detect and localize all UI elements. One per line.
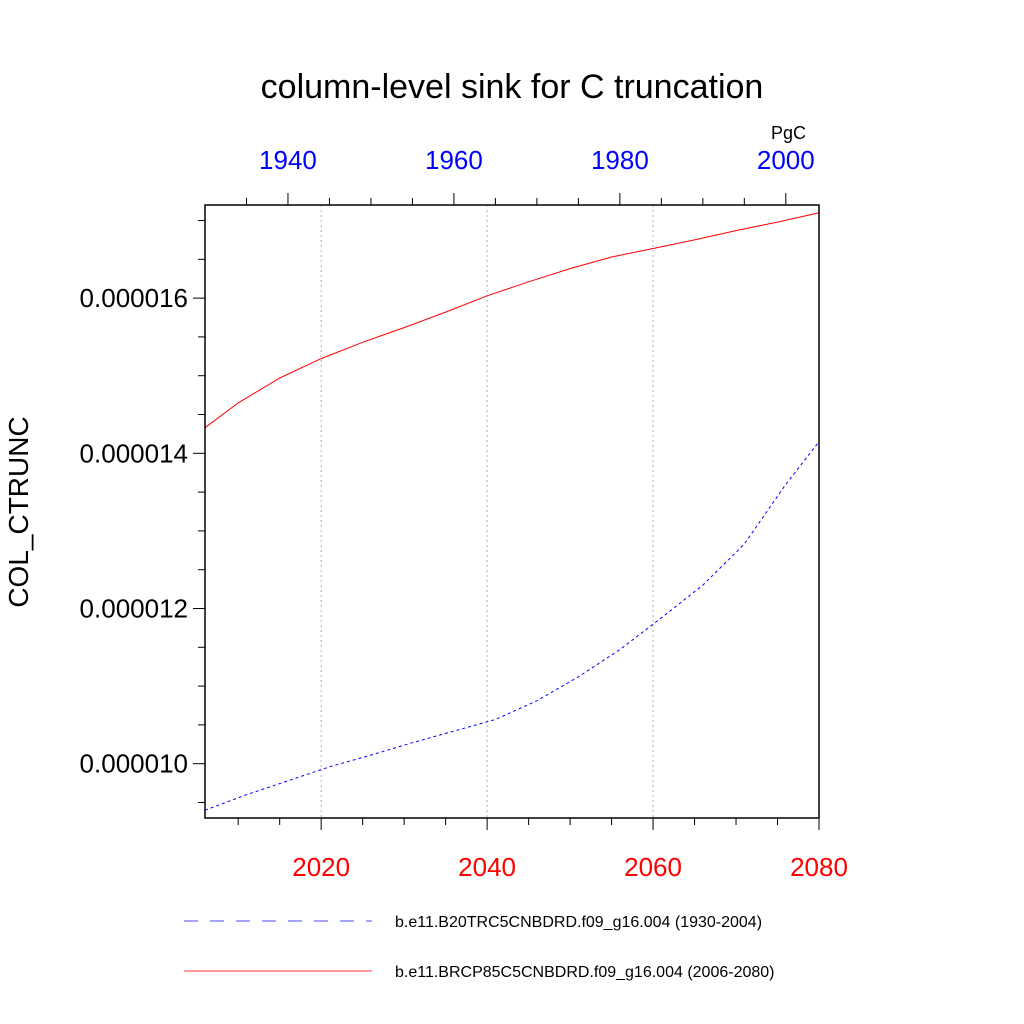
tick-layer xyxy=(193,193,820,830)
grid-layer xyxy=(320,205,654,818)
x-top-tick-label: 1980 xyxy=(591,145,649,175)
x-bottom-tick-label: 2020 xyxy=(292,852,350,882)
series-line-2 xyxy=(204,212,820,429)
y-tick-label: 0.000014 xyxy=(80,438,188,468)
x-bottom-tick-label: 2040 xyxy=(458,852,516,882)
series-line-1 xyxy=(204,441,820,811)
x-top-tick-label: 1940 xyxy=(259,145,317,175)
y-tick-label: 0.000010 xyxy=(80,749,188,779)
label-layer: 2020 2040 2060 2080 1940 1960 1980 2000 0.000010… xyxy=(80,145,848,882)
plot-frame xyxy=(204,204,820,819)
y-tick-label: 0.000012 xyxy=(80,593,188,623)
series-layer xyxy=(204,212,820,811)
chart-title: column-level sink for C truncation xyxy=(261,68,764,106)
units-label: PgC xyxy=(771,123,806,143)
legend-label-1: b.e11.B20TRC5CNBDRD.f09_g16.004 (1930-20… xyxy=(395,914,762,931)
x-bottom-tick-label: 2060 xyxy=(624,852,682,882)
y-axis-label: COL_CTRUNC xyxy=(3,416,34,607)
legend-layer: b.e11.B20TRC5CNBDRD.f09_g16.004 (1930-20… xyxy=(184,914,774,981)
y-tick-label: 0.000016 xyxy=(80,283,188,313)
x-bottom-tick-label: 2080 xyxy=(790,852,848,882)
x-top-tick-label: 1960 xyxy=(425,145,483,175)
x-top-tick-label: 2000 xyxy=(757,145,815,175)
legend-label-2: b.e11.BRCP85C5CNBDRD.f09_g16.004 (2006-2… xyxy=(395,964,774,981)
